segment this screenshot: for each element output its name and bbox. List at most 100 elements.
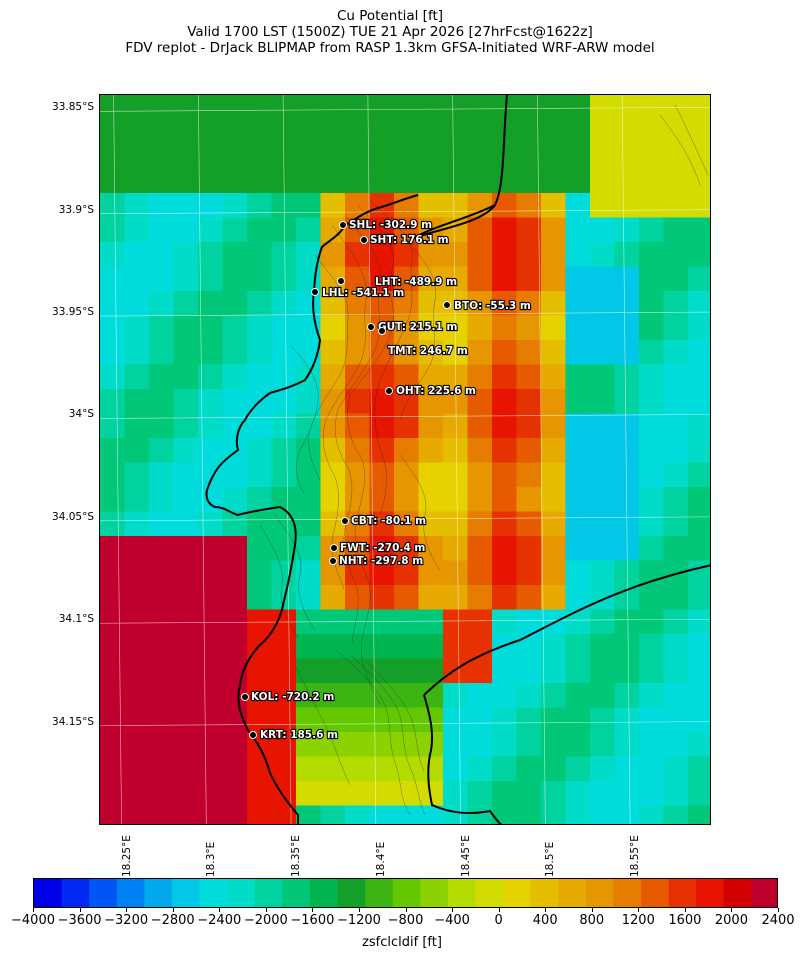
field-cell — [639, 756, 664, 782]
map-panel: SHL: -302.9 m SHT: 176.1 m LHT: -489.9 m LH… — [99, 94, 711, 825]
field-cell — [688, 487, 710, 512]
field-cell — [124, 168, 150, 194]
field-cell — [443, 389, 468, 414]
site-marker-cbt[interactable] — [341, 517, 349, 525]
colorbar-swatch — [751, 879, 777, 907]
field-cell — [443, 266, 468, 292]
field-cell — [614, 487, 640, 512]
field-cell — [173, 658, 199, 684]
site-marker-bto[interactable] — [443, 301, 451, 309]
field-cell — [271, 634, 297, 659]
field-cell — [614, 364, 640, 390]
field-cell — [271, 462, 297, 488]
graticule — [100, 95, 710, 824]
field-cell — [198, 291, 223, 316]
field-cell — [198, 144, 223, 169]
field-cell — [663, 364, 689, 390]
field-cell — [100, 193, 125, 218]
field-cell — [149, 144, 174, 169]
field-cell — [590, 340, 615, 365]
field-cell — [663, 609, 689, 635]
field-cell — [663, 585, 689, 610]
field-cell — [541, 266, 566, 292]
field-cell — [173, 119, 199, 145]
field-cell — [369, 438, 395, 463]
site-marker-gut[interactable] — [367, 323, 375, 331]
field-cell — [565, 756, 591, 782]
field-cell — [296, 389, 321, 414]
site-marker-lht[interactable] — [337, 277, 345, 285]
field-cell — [541, 144, 566, 169]
field-cell — [320, 511, 346, 537]
field-cell — [418, 389, 444, 414]
field-cell — [418, 168, 444, 194]
site-marker-nht[interactable] — [329, 557, 337, 565]
field-cell — [222, 364, 248, 390]
field-cell — [296, 217, 321, 243]
field-cell — [173, 193, 199, 218]
field-cell — [296, 707, 321, 733]
site-marker-shl[interactable] — [339, 221, 347, 229]
field-cell — [467, 658, 493, 684]
site-marker-lhl[interactable] — [311, 288, 319, 296]
field-cell — [124, 364, 150, 390]
field-cell — [418, 609, 444, 635]
field-cell — [198, 193, 223, 218]
site-marker-fwt[interactable] — [330, 544, 338, 552]
meridian-line — [537, 95, 546, 824]
site-marker-oht[interactable] — [385, 387, 393, 395]
field-cell — [590, 119, 615, 145]
field-cell — [124, 732, 150, 757]
field-cell — [198, 364, 223, 390]
field-cell — [590, 462, 615, 488]
field-cell — [394, 585, 419, 610]
field-cell — [565, 340, 591, 365]
field-cell — [247, 340, 272, 365]
field-cell — [614, 266, 640, 292]
field-cell — [418, 756, 444, 782]
longitude-label: 18.3°E — [205, 841, 218, 877]
field-cell — [320, 487, 346, 512]
colorbar-tick — [452, 908, 454, 912]
parallel-line — [100, 311, 710, 317]
site-label-tmt: TMT: 246.7 m — [388, 345, 468, 357]
site-marker-tmt[interactable] — [378, 327, 386, 335]
field-cell — [467, 707, 493, 733]
field-cell — [320, 364, 346, 390]
field-cell — [639, 511, 664, 537]
latitude-label: 34.1°S — [58, 613, 94, 626]
field-cell — [492, 193, 517, 218]
longitude-label: 18.45°E — [459, 835, 472, 877]
field-cell — [345, 438, 370, 463]
colorbar-tick-label: −2400 — [197, 913, 242, 928]
site-marker-krt[interactable] — [249, 731, 257, 739]
field-cell — [688, 217, 710, 243]
colorbar-swatch — [641, 879, 670, 907]
site-marker-kol[interactable] — [241, 693, 249, 701]
field-cell — [688, 732, 710, 757]
field-cell — [541, 805, 566, 824]
field-cell — [124, 781, 150, 806]
field-cell — [173, 707, 199, 733]
field-cell — [590, 168, 615, 194]
field-cell — [492, 805, 517, 824]
colorbar-swatch — [282, 879, 311, 907]
colorbar-tick — [265, 908, 267, 912]
field-cell — [345, 609, 370, 635]
field-cell — [124, 487, 150, 512]
field-cell — [100, 683, 125, 708]
site-marker-sht[interactable] — [360, 236, 368, 244]
field-cell — [467, 585, 493, 610]
field-cell — [173, 340, 199, 365]
field-cell — [688, 585, 710, 610]
field-cell — [222, 389, 248, 414]
colorbar-swatch — [337, 879, 366, 907]
field-cell — [149, 242, 174, 267]
field-cell — [614, 609, 640, 635]
field-cell — [639, 340, 664, 365]
parallel-line — [100, 209, 710, 215]
field-cell — [124, 683, 150, 708]
field-cell — [639, 364, 664, 390]
field-cell — [296, 560, 321, 586]
field-cell — [345, 119, 370, 145]
